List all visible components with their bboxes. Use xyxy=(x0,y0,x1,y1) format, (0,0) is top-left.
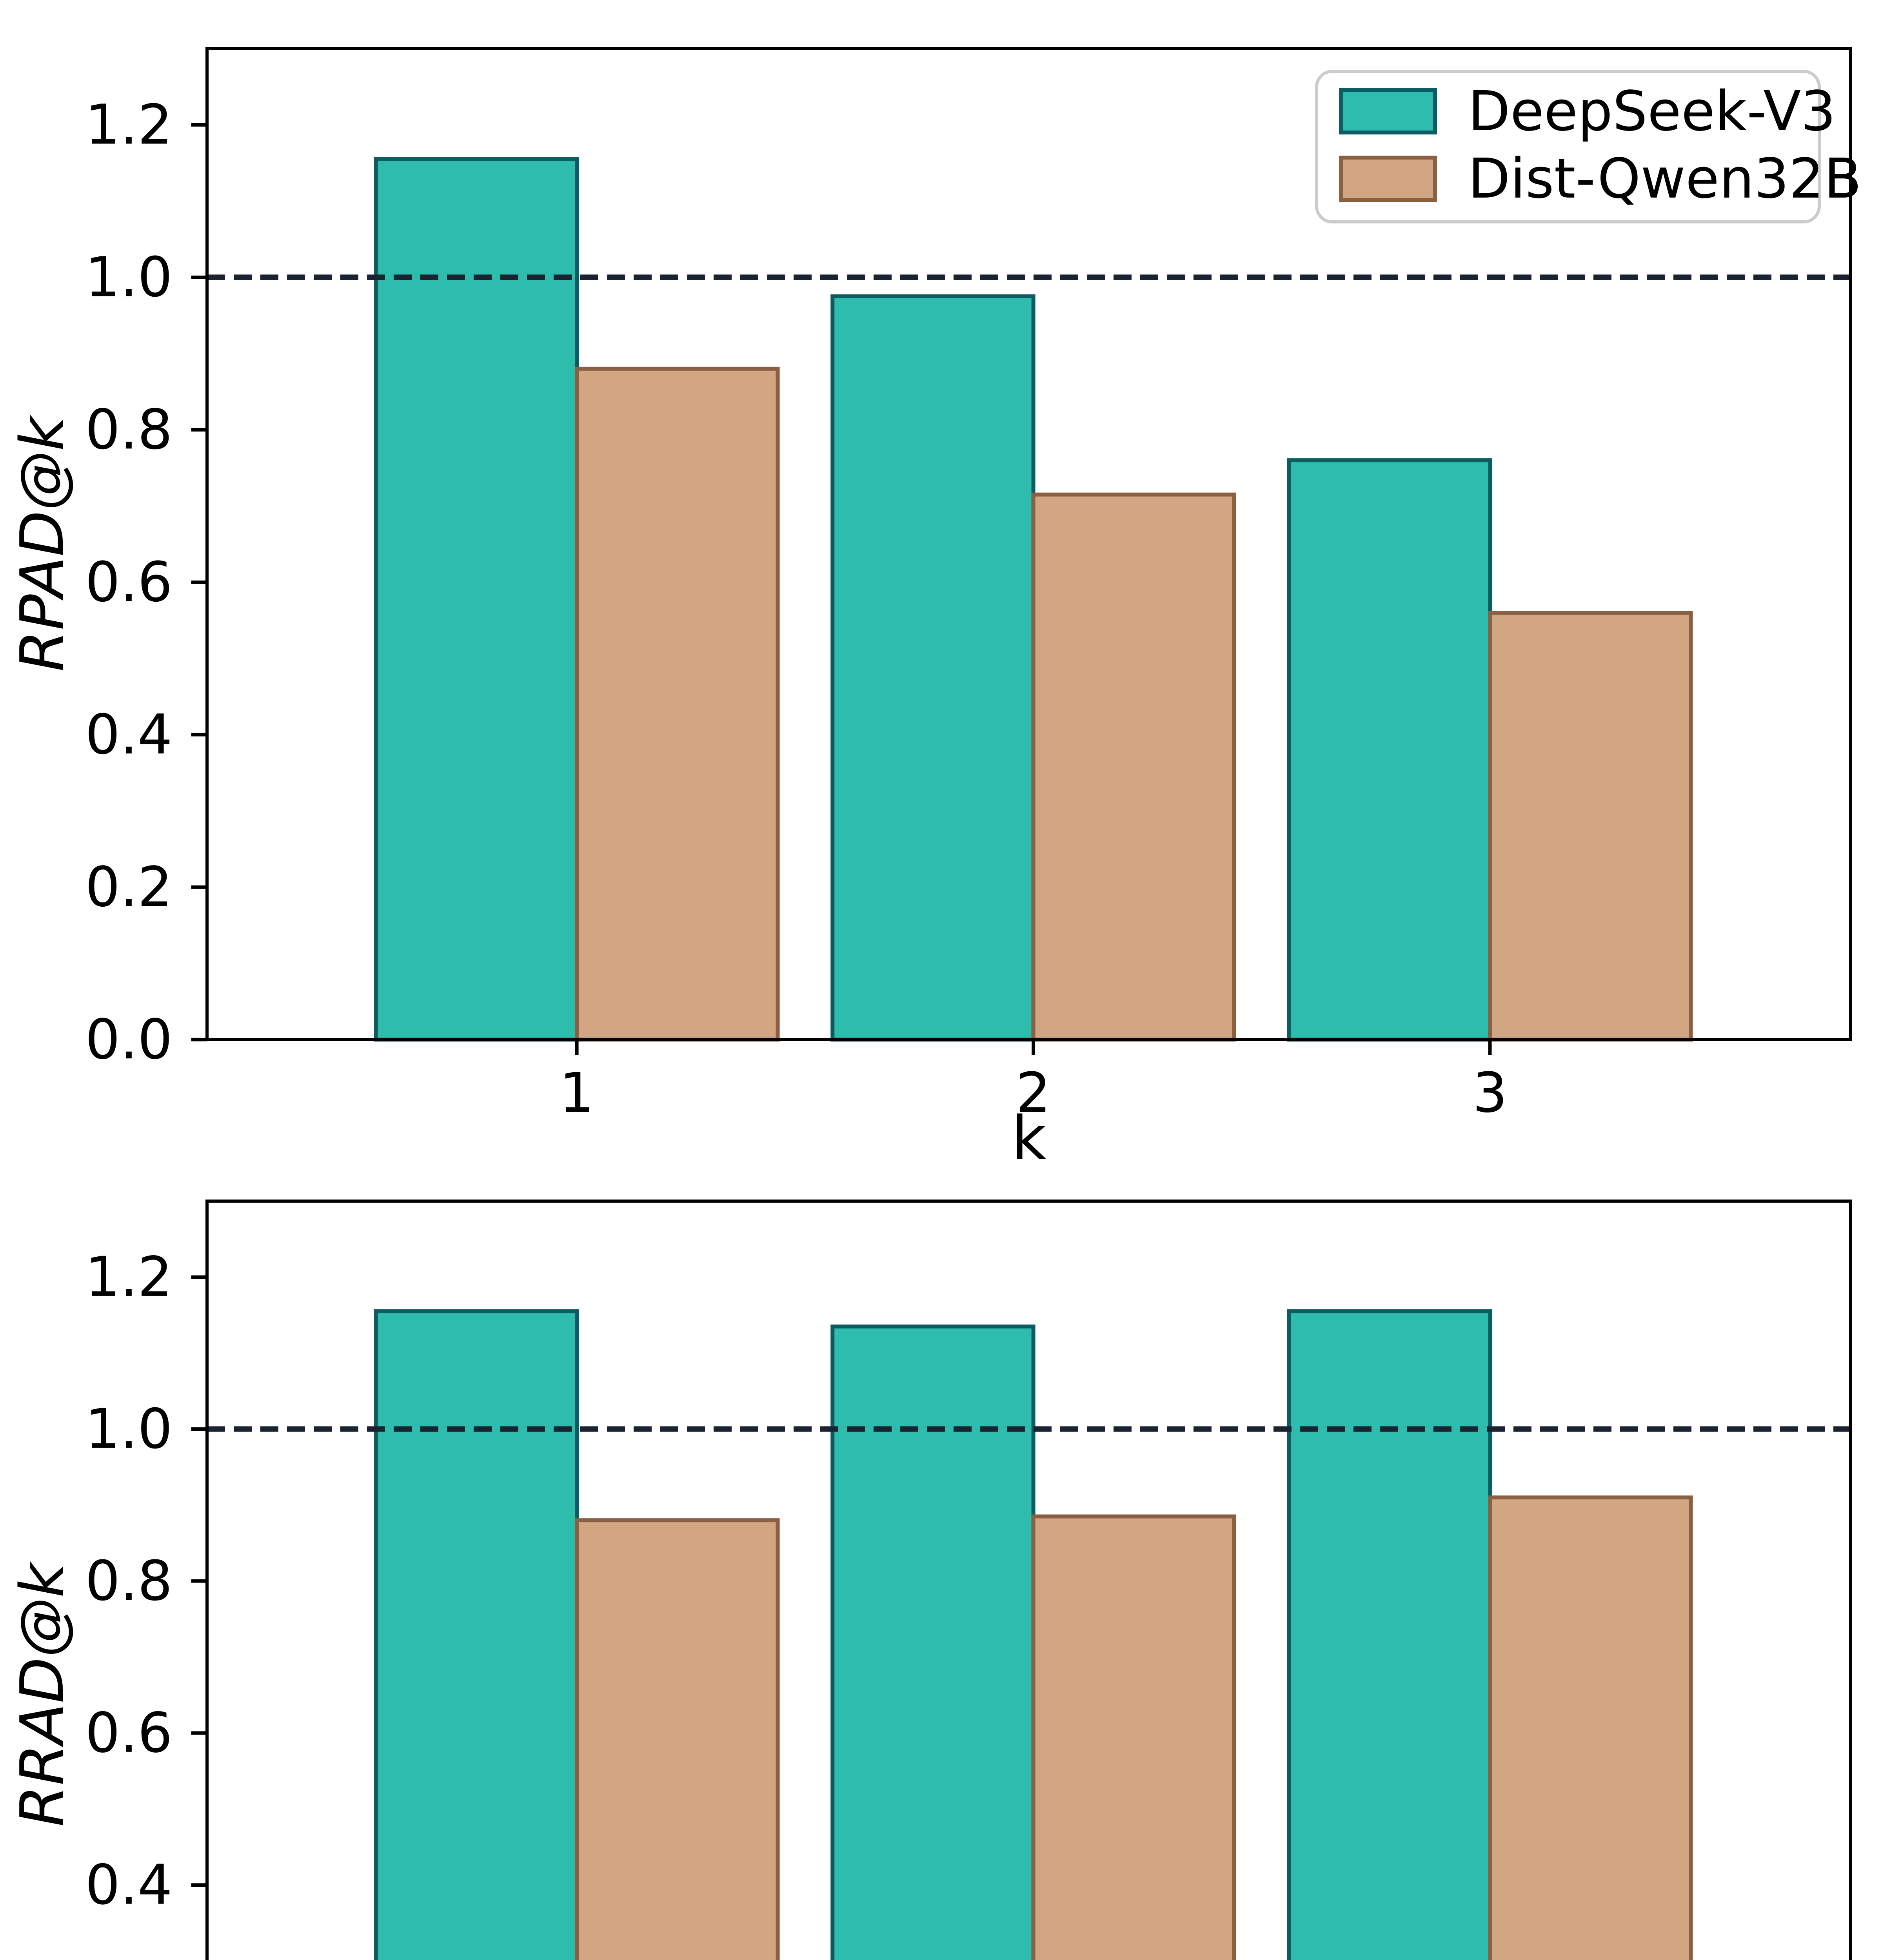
y-tick-label: 0.8 xyxy=(85,398,173,462)
bar-Dist-Qwen32B-k2 xyxy=(1031,492,1237,1042)
bar-DeepSeek-V3-k2 xyxy=(830,1324,1035,1960)
y-tick-label: 0.4 xyxy=(85,703,173,767)
rpad-chart: 0.0 0.2 0.4 0.6 0.8 1.0 1.2 1 2 3 RPAD@k k DeepSeek-… xyxy=(7,47,1862,1173)
x-tick-label: 1 xyxy=(560,1061,594,1125)
x-tick-label: 2 xyxy=(1016,1061,1051,1125)
bar-DeepSeek-V3-k1 xyxy=(374,1309,579,1960)
bar-Dist-Qwen32B-k1 xyxy=(575,1518,780,1960)
rrad-chart: 0.00.20.40.60.81.01.2123RRAD@kk xyxy=(0,1176,1882,1960)
y-axis-label: RRAD@k xyxy=(7,1561,77,1827)
bar-Dist-Qwen32B-k3 xyxy=(1488,611,1693,1042)
y-tick-label: 0.8 xyxy=(85,1549,173,1613)
y-tick-label: 0.6 xyxy=(85,550,173,614)
chart-canvas-0: 0.0 0.2 0.4 0.6 0.8 1.0 1.2 1 2 3 RPAD@k k DeepSeek-… xyxy=(7,47,1862,1173)
y-axis-label: RPAD@k xyxy=(7,415,77,672)
y-tick-label: 0.4 xyxy=(85,1853,173,1917)
legend-swatch-DeepSeek-V3 xyxy=(1339,88,1437,134)
y-tick-label: 1.0 xyxy=(85,1397,173,1461)
x-axis-label: k xyxy=(1012,1103,1046,1173)
legend-label: DeepSeek-V3 xyxy=(1468,80,1836,143)
bar-DeepSeek-V3-k1 xyxy=(374,157,579,1042)
y-tick-label: 0.2 xyxy=(85,855,173,919)
y-tick-label: 1.0 xyxy=(85,245,173,309)
bar-Dist-Qwen32B-k1 xyxy=(575,367,780,1042)
x-tick-label: 3 xyxy=(1473,1061,1508,1125)
bar-DeepSeek-V3-k3 xyxy=(1287,458,1492,1042)
y-tick-label: 0.0 xyxy=(85,1008,173,1072)
y-tick-label: 1.2 xyxy=(85,1245,173,1309)
legend-label: Dist-Qwen32B xyxy=(1468,147,1862,211)
y-tick-label: 0.6 xyxy=(85,1701,173,1765)
legend-box xyxy=(1315,70,1821,223)
y-tick-label: 1.2 xyxy=(85,93,173,157)
legend-swatch-Dist-Qwen32B xyxy=(1339,156,1437,202)
bar-Dist-Qwen32B-k2 xyxy=(1031,1514,1237,1960)
bar-DeepSeek-V3-k3 xyxy=(1287,1309,1492,1960)
chart-canvas-1: 0.00.20.40.60.81.01.2123RRAD@kk xyxy=(0,1176,1882,1960)
axes-frame xyxy=(205,1200,1852,1960)
bar-Dist-Qwen32B-k3 xyxy=(1488,1495,1693,1960)
bar-DeepSeek-V3-k2 xyxy=(830,294,1035,1042)
axes-frame xyxy=(205,47,1852,1041)
